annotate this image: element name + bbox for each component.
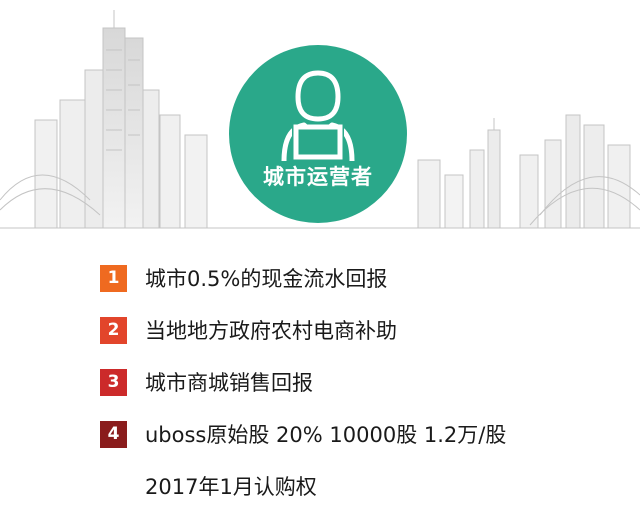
item-text: 城市0.5%的现金流水回报 xyxy=(145,267,388,291)
item-text: uboss原始股 20% 10000股 1.2万/股 xyxy=(145,423,507,447)
item-number-badge: 2 xyxy=(100,317,127,344)
list-item: 4 uboss原始股 20% 10000股 1.2万/股 xyxy=(100,416,620,468)
list-item-continuation: 2017年1月认购权 xyxy=(100,468,620,520)
item-text: 当地地方政府农村电商补助 xyxy=(145,319,397,343)
list-item: 1 城市0.5%的现金流水回报 xyxy=(100,260,620,312)
list-item: 2 当地地方政府农村电商补助 xyxy=(100,312,620,364)
benefits-list: 1 城市0.5%的现金流水回报 2 当地地方政府农村电商补助 3 城市商城销售回… xyxy=(100,260,620,520)
item-text-continuation: 2017年1月认购权 xyxy=(145,475,317,499)
item-text: 城市商城销售回报 xyxy=(145,371,313,395)
item-number-badge: 4 xyxy=(100,421,127,448)
city-operator-badge: 城市运营者 xyxy=(229,45,407,223)
list-item: 3 城市商城销售回报 xyxy=(100,364,620,416)
item-number-badge: 1 xyxy=(100,265,127,292)
item-number-badge: 3 xyxy=(100,369,127,396)
city-skyline-background xyxy=(0,10,640,229)
person-laptop-icon xyxy=(281,70,355,162)
badge-label: 城市运营者 xyxy=(263,165,373,189)
